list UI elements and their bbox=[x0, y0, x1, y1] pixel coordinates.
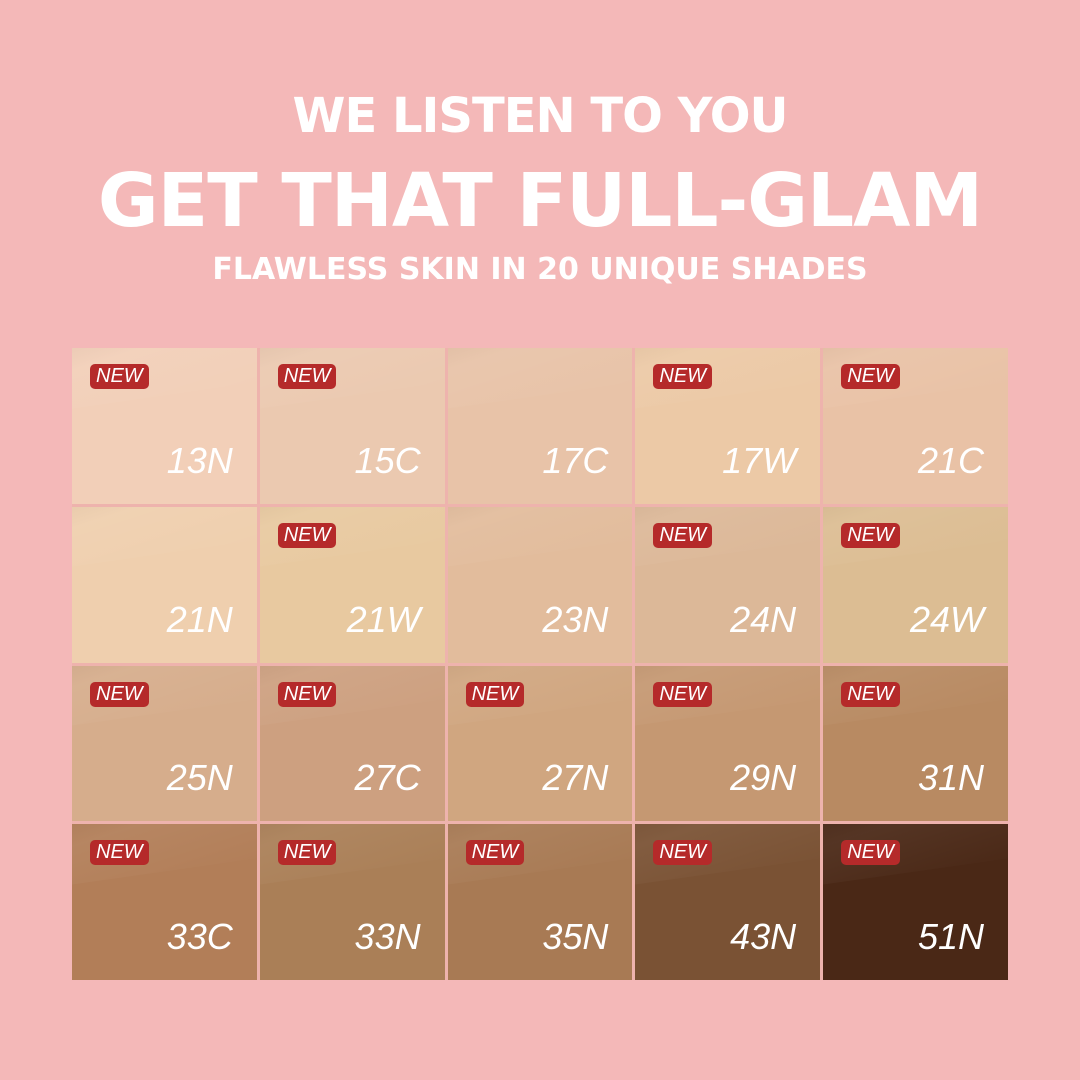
new-badge: NEW bbox=[465, 840, 525, 866]
new-badge: NEW bbox=[841, 522, 900, 548]
shade-swatch: NEW 13N bbox=[72, 348, 257, 504]
shade-swatch: NEW 33C bbox=[72, 824, 257, 980]
shade-name: 17W bbox=[722, 439, 797, 481]
new-badge: NEW bbox=[653, 840, 713, 866]
shade-swatch: NEW 15C bbox=[259, 348, 445, 504]
new-badge: NEW bbox=[277, 522, 337, 548]
shade-swatch: NEW 43N bbox=[635, 824, 821, 980]
shade-name: 51N bbox=[917, 916, 984, 957]
shade-swatch: NEW 27N bbox=[447, 665, 633, 822]
shade-name: 24N bbox=[730, 598, 797, 640]
shade-name: 33N bbox=[354, 916, 421, 957]
shade-name: 17C bbox=[542, 439, 609, 481]
shade-name: 33C bbox=[166, 916, 233, 957]
shade-name: 31N bbox=[917, 757, 984, 799]
shade-name: 21C bbox=[917, 439, 984, 481]
shade-swatch: NEW 33N bbox=[259, 824, 445, 980]
headline-title: GET THAT FULL-GLAM bbox=[97, 158, 983, 244]
shade-swatch: NEW 24N bbox=[635, 506, 821, 663]
shade-swatch: NEW 51N bbox=[823, 824, 1008, 980]
shade-name: 21W bbox=[346, 598, 421, 640]
shade-swatch: NEW 17W bbox=[635, 348, 821, 504]
new-badge: NEW bbox=[90, 840, 149, 866]
shade-swatch: NEW 27C bbox=[259, 665, 445, 822]
shade-name: 29N bbox=[730, 757, 797, 799]
shade-swatch: NEW 24W bbox=[823, 506, 1008, 663]
new-badge: NEW bbox=[841, 840, 900, 866]
shade-name: 43N bbox=[730, 916, 797, 957]
new-badge: NEW bbox=[277, 840, 337, 866]
shade-swatch: NEW 21W bbox=[259, 506, 445, 663]
shade-name: 27C bbox=[354, 757, 421, 799]
new-badge: NEW bbox=[90, 681, 149, 707]
new-badge: NEW bbox=[90, 364, 149, 389]
shade-grid: NEW 13N NEW 15C 17C NEW 17W NEW 21C 21N NEW 21W 23N N… bbox=[72, 348, 1008, 980]
shade-name: 25N bbox=[166, 757, 233, 799]
new-badge: NEW bbox=[653, 522, 713, 548]
shade-swatch: 21N bbox=[72, 506, 257, 663]
shade-name: 21N bbox=[166, 598, 233, 640]
headline-tagline: WE LISTEN TO YOU bbox=[292, 88, 789, 144]
new-badge: NEW bbox=[277, 364, 337, 389]
shade-name: 13N bbox=[166, 439, 233, 481]
new-badge: NEW bbox=[277, 681, 337, 707]
shade-swatch: NEW 35N bbox=[447, 824, 633, 980]
headline-subtitle: FLAWLESS SKIN IN 20 UNIQUE SHADES bbox=[212, 252, 868, 287]
shade-swatch: NEW 21C bbox=[823, 348, 1008, 504]
shade-name: 35N bbox=[542, 916, 609, 957]
shade-swatch: NEW 31N bbox=[823, 665, 1008, 822]
shade-name: 27N bbox=[542, 757, 609, 799]
new-badge: NEW bbox=[465, 681, 525, 707]
new-badge: NEW bbox=[653, 364, 713, 389]
shade-name: 23N bbox=[542, 598, 609, 640]
shade-swatch: 17C bbox=[447, 348, 633, 504]
shade-swatch: NEW 25N bbox=[72, 665, 257, 822]
shade-swatch: NEW 29N bbox=[635, 665, 821, 822]
shade-name: 24W bbox=[909, 598, 984, 640]
shade-swatch: 23N bbox=[447, 506, 633, 663]
shade-name: 15C bbox=[354, 439, 421, 481]
new-badge: NEW bbox=[653, 681, 713, 707]
new-badge: NEW bbox=[841, 364, 900, 389]
new-badge: NEW bbox=[841, 681, 900, 707]
